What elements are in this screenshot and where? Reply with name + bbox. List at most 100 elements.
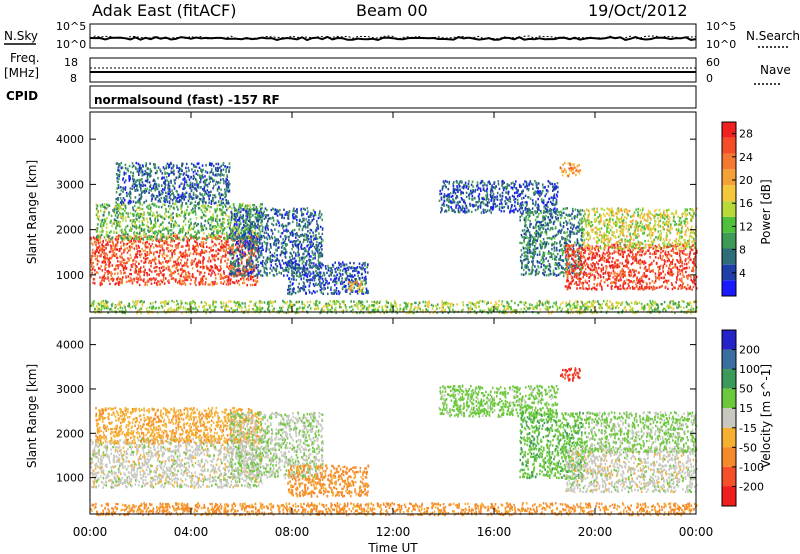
echo-cell <box>105 207 108 210</box>
echo-cell <box>453 189 456 192</box>
echo-cell <box>176 197 178 200</box>
echo-cell <box>532 202 535 205</box>
echo-cell <box>137 240 140 243</box>
echo-cell <box>103 256 105 259</box>
echo-cell <box>169 234 172 237</box>
echo-cell <box>270 264 272 267</box>
echo-cell <box>165 198 168 201</box>
echo-cell <box>234 271 237 274</box>
echo-cell <box>158 213 161 217</box>
echo-cell <box>153 204 155 207</box>
echo-cell <box>105 263 107 266</box>
echo-cell <box>493 197 495 200</box>
echo-cell <box>234 221 236 224</box>
echo-cell <box>308 252 310 256</box>
echo-cell <box>205 227 207 230</box>
echo-cell <box>121 256 124 259</box>
echo-cell <box>205 192 208 195</box>
echo-cell <box>505 202 508 205</box>
echo-cell <box>162 188 164 191</box>
echo-cell <box>295 244 298 247</box>
echo-cell <box>329 272 332 276</box>
nave-tick-top: 60 <box>706 56 720 69</box>
echo-cell <box>241 249 244 252</box>
echo-cell <box>259 246 262 249</box>
echo-cell <box>197 222 199 226</box>
echo-cell <box>486 204 489 208</box>
echo-cell <box>183 185 185 189</box>
echo-cell <box>111 264 114 267</box>
echo-cell <box>329 269 332 273</box>
echo-cell <box>171 199 174 202</box>
echo-cell <box>165 207 167 211</box>
echo-cell <box>254 232 257 235</box>
echo-cell <box>318 280 321 284</box>
echo-cell <box>270 246 272 249</box>
echo-cell <box>102 224 105 227</box>
echo-cell <box>271 237 274 240</box>
echo-cell <box>474 208 477 212</box>
echo-cell <box>176 235 179 238</box>
echo-cell <box>182 238 184 241</box>
echo-cell <box>236 281 239 284</box>
echo-cell <box>468 197 471 200</box>
echo-cell <box>103 274 106 277</box>
echo-cell <box>193 223 195 226</box>
echo-cell <box>210 249 212 252</box>
echo-cell <box>324 277 327 280</box>
echo-cell <box>141 229 143 232</box>
echo-cell <box>226 178 228 182</box>
echo-cell <box>279 262 281 265</box>
echo-cell <box>279 266 282 269</box>
echo-cell <box>97 236 99 239</box>
echo-cell <box>167 166 170 169</box>
echo-cell <box>225 180 227 183</box>
echo-cell <box>194 257 197 261</box>
echo-cell <box>99 236 102 240</box>
echo-cell <box>234 209 237 212</box>
echo-cell <box>209 269 212 272</box>
echo-cell <box>346 275 349 278</box>
echo-cell <box>511 186 514 189</box>
echo-cell <box>298 235 301 238</box>
echo-cell <box>457 203 459 207</box>
echo-cell <box>111 254 114 257</box>
echo-cell <box>343 267 345 270</box>
echo-cell <box>138 200 140 204</box>
echo-cell <box>438 199 441 202</box>
echo-cell <box>306 220 309 224</box>
echo-cell <box>188 238 190 242</box>
echo-cell <box>140 266 142 269</box>
echo-cell <box>220 275 223 278</box>
echo-cell <box>297 263 299 266</box>
echo-cell <box>557 186 559 189</box>
echo-cell <box>303 238 305 241</box>
echo-cell <box>219 203 222 207</box>
echo-cell <box>248 267 251 270</box>
echo-cell <box>253 207 255 210</box>
echo-cell <box>515 180 517 183</box>
echo-cell <box>357 287 359 291</box>
echo-cell <box>150 265 152 268</box>
echo-cell <box>203 213 205 217</box>
echo-cell <box>136 280 139 284</box>
echo-cell <box>172 202 174 205</box>
echo-cell <box>170 271 172 274</box>
echo-cell <box>134 196 137 199</box>
echo-cell <box>353 286 355 289</box>
echo-cell <box>298 256 301 260</box>
echo-cell <box>203 224 206 227</box>
echo-cell <box>302 225 305 228</box>
echo-cell <box>154 257 157 261</box>
echo-cell <box>459 188 461 192</box>
echo-cell <box>180 227 182 231</box>
echo-cell <box>187 229 189 233</box>
echo-cell <box>168 215 171 218</box>
echo-cell <box>122 203 125 206</box>
echo-cell <box>309 291 311 294</box>
echo-cell <box>287 262 290 266</box>
echo-cell <box>220 171 222 174</box>
echo-cell <box>254 212 257 216</box>
echo-cell <box>234 231 236 235</box>
echo-cell <box>139 253 141 256</box>
